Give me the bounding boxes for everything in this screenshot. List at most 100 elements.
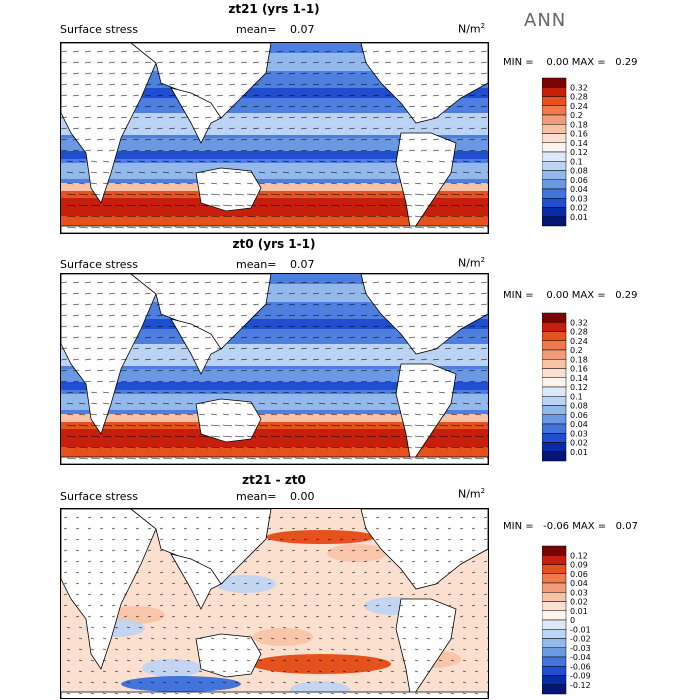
colorbar-swatch bbox=[541, 340, 567, 351]
landmass bbox=[170, 553, 222, 610]
colorbar-swatch bbox=[541, 151, 567, 162]
colorbar-swatch bbox=[541, 675, 567, 685]
colorbar-tick-label: 0.08 bbox=[570, 402, 588, 411]
minmax-3: MIN = -0.06 MAX = 0.07 bbox=[503, 521, 638, 532]
colorbar-swatch bbox=[541, 592, 567, 602]
colorbar-tick-label: 0.28 bbox=[570, 328, 588, 337]
colorbar-swatch bbox=[541, 87, 567, 97]
unit-label-3: N/m2 bbox=[458, 487, 486, 501]
panel-title-2: zt0 (yrs 1-1) bbox=[232, 237, 316, 251]
colorbar-swatch bbox=[541, 601, 567, 611]
colorbar-swatch bbox=[541, 666, 567, 676]
colorbar-swatch bbox=[541, 656, 567, 667]
colorbar-tick-label: 0.04 bbox=[570, 579, 588, 588]
minmax-2: MIN = 0.00 MAX = 0.29 bbox=[503, 290, 638, 301]
landmass bbox=[395, 132, 457, 233]
colorbar-tick-label: 0.12 bbox=[570, 551, 588, 560]
colorbar-tick-label: -0.06 bbox=[570, 662, 591, 671]
unit-label-2: N/m2 bbox=[458, 256, 486, 270]
wind-vectors bbox=[63, 516, 488, 695]
stress-map-1 bbox=[60, 42, 489, 234]
colorbar-swatch bbox=[541, 77, 567, 88]
colorbar-swatch bbox=[541, 414, 567, 425]
colorbar-tick-label: -0.02 bbox=[570, 635, 591, 644]
map-svg bbox=[61, 274, 488, 464]
wind-vectors bbox=[61, 281, 488, 460]
colorbar-tick-label: 0.01 bbox=[570, 213, 588, 222]
colorbar-swatch bbox=[541, 188, 567, 199]
colorbar-swatch bbox=[541, 545, 567, 556]
colorbar-swatch bbox=[541, 573, 567, 584]
colorbar-tick-label: 0.28 bbox=[570, 93, 588, 102]
stress-map-3 bbox=[60, 508, 489, 699]
colorbar-tick-label: 0.02 bbox=[570, 598, 588, 607]
landmass bbox=[195, 167, 262, 212]
colorbar-swatch bbox=[541, 442, 567, 452]
colorbar-swatch bbox=[541, 564, 567, 574]
colorbar-swatch bbox=[541, 555, 567, 565]
colorbar-tick-label: 0 bbox=[570, 616, 575, 625]
landmass bbox=[395, 363, 457, 464]
colorbar-tick-label: 0.09 bbox=[570, 561, 588, 570]
colorbar-svg: 0.320.280.240.20.180.160.140.120.10.080.… bbox=[541, 312, 588, 462]
landmass bbox=[170, 87, 222, 144]
colorbar-swatch bbox=[541, 377, 567, 388]
landmass bbox=[170, 318, 222, 375]
colorbar-swatch bbox=[541, 638, 567, 648]
colorbar-swatch bbox=[541, 423, 567, 434]
colorbar-swatch bbox=[541, 96, 567, 106]
colorbar-svg: 0.120.090.060.040.030.020.010-0.01-0.02-… bbox=[541, 545, 591, 695]
colorbar-3: 0.12 0.09 0.06 0.04 0.03 0.02 0.01 0 -0.01 -0.02-… bbox=[541, 545, 622, 695]
colorbar-1: 0.32 0.28 0.24 0.2 0.18 0.16 0.14 0.12 0.1 0.08 0.… bbox=[541, 77, 622, 227]
colorbar-tick-label: 0.18 bbox=[570, 355, 588, 364]
stress-map-2 bbox=[60, 273, 489, 465]
season-label: ANN bbox=[524, 10, 567, 31]
landmass bbox=[195, 398, 262, 443]
colorbar-swatch bbox=[541, 386, 567, 397]
colorbar-swatch bbox=[541, 396, 567, 406]
colorbar-tick-label: 0.04 bbox=[570, 185, 588, 194]
colorbar-tick-label: 0.01 bbox=[570, 607, 588, 616]
panel-label-3: Surface stress bbox=[60, 490, 138, 503]
colorbar-tick-label: 0.03 bbox=[570, 429, 588, 438]
colorbar-tick-label: 0.06 bbox=[570, 570, 588, 579]
mean-label-2: mean= bbox=[236, 258, 277, 271]
colorbar-tick-label: -0.01 bbox=[570, 625, 591, 634]
landmass bbox=[61, 456, 488, 464]
colorbar-swatch bbox=[541, 216, 567, 227]
wind-vectors bbox=[61, 50, 488, 229]
colorbar-swatch bbox=[541, 142, 567, 153]
colorbar-swatch bbox=[541, 331, 567, 341]
landmass bbox=[360, 509, 488, 590]
mean-value-2: 0.07 bbox=[290, 258, 315, 271]
colorbar-tick-label: 0.16 bbox=[570, 365, 588, 374]
colorbar-swatch bbox=[541, 349, 567, 360]
map-svg bbox=[61, 43, 488, 233]
colorbar-swatch bbox=[541, 179, 567, 190]
colorbar-tick-label: 0.14 bbox=[570, 139, 588, 148]
landmass bbox=[61, 691, 488, 698]
panel-label-1: Surface stress bbox=[60, 23, 138, 36]
colorbar-tick-label: 0.04 bbox=[570, 420, 588, 429]
landmass bbox=[195, 633, 262, 678]
colorbar-tick-label: 0.18 bbox=[570, 120, 588, 129]
colorbar-tick-label: 0.24 bbox=[570, 102, 588, 111]
colorbar-swatch bbox=[541, 433, 567, 443]
colorbar-tick-label: 0.03 bbox=[570, 194, 588, 203]
colorbar-tick-label: 0.32 bbox=[570, 318, 588, 327]
colorbar-tick-label: -0.09 bbox=[570, 672, 591, 681]
colorbar-tick-label: 0.06 bbox=[570, 176, 588, 185]
colorbar-swatch bbox=[541, 647, 567, 658]
mean-value-3: 0.00 bbox=[290, 490, 315, 503]
landmass bbox=[360, 274, 488, 355]
colorbar-swatch bbox=[541, 124, 567, 134]
panel-title-1: zt21 (yrs 1-1) bbox=[228, 2, 320, 16]
panel-title-3: zt21 - zt0 bbox=[242, 473, 306, 487]
colorbar-svg: 0.320.280.240.20.180.160.140.120.10.080.… bbox=[541, 77, 588, 227]
colorbar-swatch bbox=[541, 368, 567, 378]
colorbar-swatch bbox=[541, 451, 567, 462]
colorbar-tick-label: 0.14 bbox=[570, 374, 588, 383]
landmass bbox=[395, 598, 457, 698]
landmass bbox=[61, 225, 488, 233]
colorbar-swatch bbox=[541, 322, 567, 332]
